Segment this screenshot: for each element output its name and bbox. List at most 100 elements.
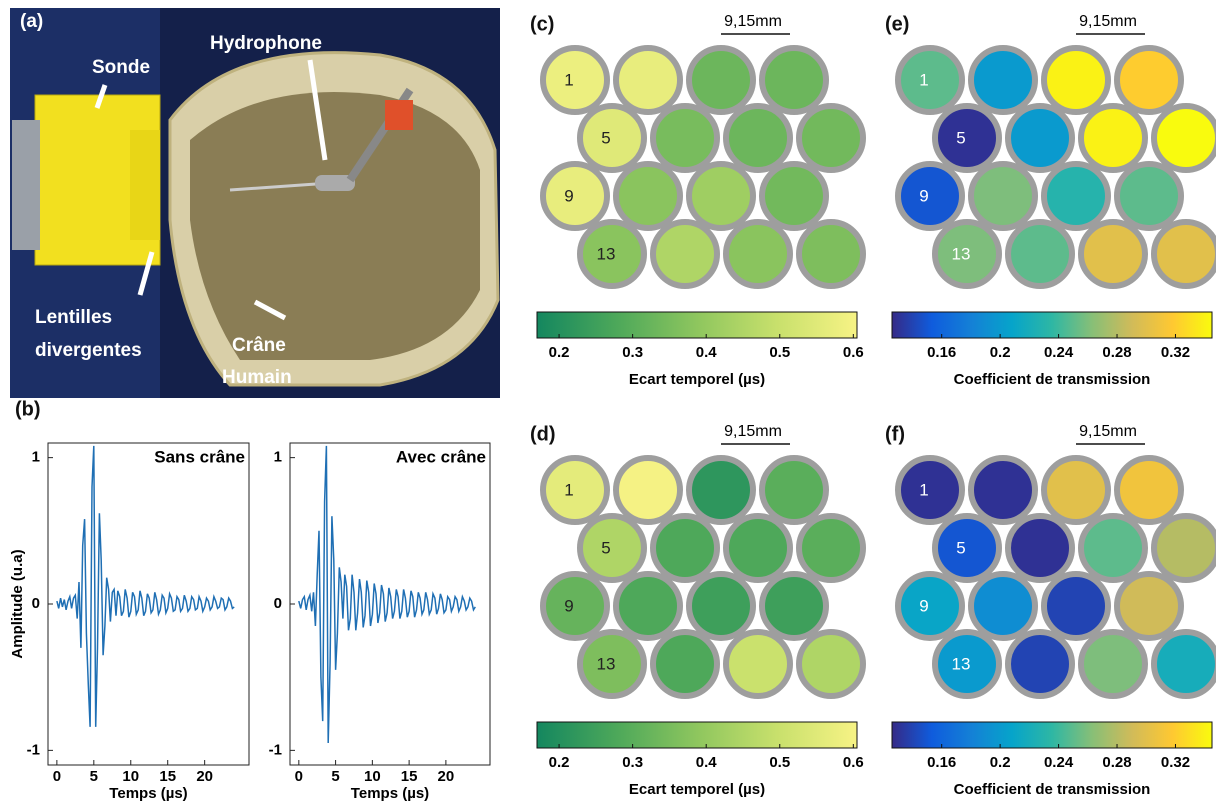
scale-label: 9,15mm xyxy=(724,13,782,30)
colorbar-tick-label: 0.3 xyxy=(622,754,643,771)
colorbar-tick-label: 0.6 xyxy=(843,344,864,361)
photo: (a) Sonde Hydrophone Lentilles divergent… xyxy=(10,8,500,398)
colorbar-label: Ecart temporel (µs) xyxy=(629,781,765,798)
element-cell xyxy=(613,455,683,525)
waveform xyxy=(298,445,476,744)
colorbar-tick-label: 0.4 xyxy=(696,754,718,771)
colorbar-tick-label: 0.4 xyxy=(696,344,718,361)
colorbar-tick-label: 0.5 xyxy=(769,344,790,361)
element-cell xyxy=(796,629,866,699)
colorbar-tick-label: 0.24 xyxy=(1044,754,1074,771)
element-cell xyxy=(968,455,1038,525)
element-label: 13 xyxy=(597,244,616,263)
photo-label: Lentilles xyxy=(35,307,112,328)
photo-label: Crâne xyxy=(232,335,286,356)
element-cell xyxy=(577,513,647,583)
element-label: 9 xyxy=(919,186,928,205)
element-cell xyxy=(932,103,1002,173)
element-cell xyxy=(723,103,793,173)
element-cell xyxy=(1114,161,1184,231)
panel-label: (a) xyxy=(20,11,43,32)
element-label: 13 xyxy=(952,244,971,263)
colorbar-tick-label: 0.28 xyxy=(1102,344,1131,361)
colorbar-tick-label: 0.32 xyxy=(1161,344,1190,361)
element-cell xyxy=(723,629,793,699)
x-tick-label: 0 xyxy=(53,768,61,785)
x-tick-label: 5 xyxy=(331,768,339,785)
element-cell xyxy=(540,161,610,231)
element-label: 9 xyxy=(919,596,928,615)
colorbar xyxy=(891,721,1213,749)
panel-label: (c) xyxy=(530,13,554,35)
element-cell xyxy=(1041,571,1111,641)
scale-label: 9,15mm xyxy=(724,423,782,440)
element-cell xyxy=(577,219,647,289)
element-cell xyxy=(932,513,1002,583)
photo-label: Humain xyxy=(222,367,292,388)
element-cell xyxy=(895,455,965,525)
scale-label: 9,15mm xyxy=(1079,13,1137,30)
colorbar-tick-label: 0.16 xyxy=(927,344,956,361)
element-cell xyxy=(895,45,965,115)
x-tick-label: 15 xyxy=(401,768,418,785)
element-cell xyxy=(1114,571,1184,641)
element-cell xyxy=(1078,103,1148,173)
x-tick-label: 15 xyxy=(159,768,176,785)
element-cell xyxy=(540,455,610,525)
element-cell xyxy=(1151,103,1216,173)
element-cell xyxy=(613,161,683,231)
colorbar-tick-label: 0.2 xyxy=(990,754,1011,771)
element-cell xyxy=(686,161,756,231)
element-cell xyxy=(650,219,720,289)
cables xyxy=(12,120,40,250)
element-cell xyxy=(686,571,756,641)
element-cell xyxy=(540,571,610,641)
y-tick-label: 0 xyxy=(274,595,282,612)
element-cell xyxy=(577,103,647,173)
element-label: 1 xyxy=(564,70,573,89)
element-cell xyxy=(1005,219,1075,289)
element-cell xyxy=(895,571,965,641)
element-label: 13 xyxy=(597,654,616,673)
panel-label: (d) xyxy=(530,423,556,445)
y-tick-label: 1 xyxy=(32,449,40,466)
element-cell xyxy=(1078,219,1148,289)
element-cell xyxy=(686,455,756,525)
panel-label: (b) xyxy=(15,398,41,420)
element-cell xyxy=(1114,45,1184,115)
element-cell xyxy=(540,45,610,115)
element-label: 9 xyxy=(564,596,573,615)
colorbar-tick-label: 0.16 xyxy=(927,754,956,771)
y-tick-label: 1 xyxy=(274,449,282,466)
element-cell xyxy=(723,219,793,289)
element-cell xyxy=(968,161,1038,231)
element-cell xyxy=(759,455,829,525)
element-label: 9 xyxy=(564,186,573,205)
element-cell xyxy=(613,45,683,115)
y-tick-label: -1 xyxy=(27,741,40,758)
element-cell xyxy=(759,571,829,641)
plot-title: Sans crâne xyxy=(154,447,245,466)
x-tick-label: 0 xyxy=(295,768,303,785)
colorbar-tick-label: 0.6 xyxy=(843,754,864,771)
element-label: 13 xyxy=(952,654,971,673)
element-cell xyxy=(1041,45,1111,115)
element-cell xyxy=(796,219,866,289)
waveform xyxy=(56,445,235,727)
element-cell xyxy=(686,45,756,115)
element-label: 5 xyxy=(601,128,610,147)
element-cell xyxy=(895,161,965,231)
element-cell xyxy=(1005,629,1075,699)
x-tick-label: 20 xyxy=(196,768,213,785)
element-cell xyxy=(759,45,829,115)
y-axis-label: Amplitude (u.a) xyxy=(9,549,26,658)
element-cell xyxy=(968,45,1038,115)
arrows xyxy=(94,59,328,321)
element-cell xyxy=(650,629,720,699)
photo-label: Hydrophone xyxy=(210,33,322,54)
colorbar-label: Ecart temporel (µs) xyxy=(629,371,765,388)
element-cell xyxy=(932,219,1002,289)
photo-label: divergentes xyxy=(35,340,142,361)
element-label: 5 xyxy=(601,538,610,557)
element-cell xyxy=(613,571,683,641)
